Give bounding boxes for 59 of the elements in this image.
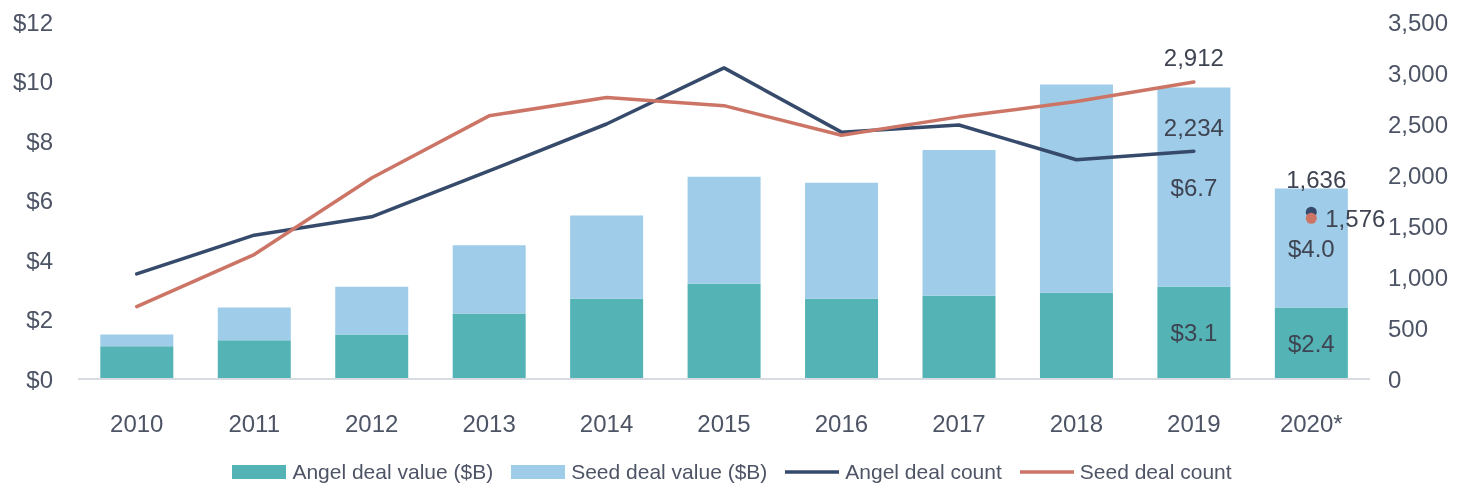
y2-tick-label: 2,000 (1388, 161, 1449, 189)
x-tick-label: 2013 (462, 410, 516, 438)
x-tick-label: 2018 (1049, 410, 1104, 438)
bar (335, 334, 409, 379)
bar (805, 182, 879, 299)
y-tick-label: $4 (26, 246, 53, 274)
bar (217, 307, 291, 341)
bar (1274, 307, 1348, 379)
bar (452, 313, 526, 379)
y2-tick-label: 1,000 (1388, 263, 1449, 291)
bar (1157, 87, 1231, 287)
bar (1157, 286, 1231, 379)
bar (217, 340, 291, 379)
bar (100, 334, 174, 347)
bar (570, 298, 644, 379)
x-tick-label: 2020* (1279, 410, 1343, 438)
x-tick-label: 2019 (1167, 410, 1221, 438)
bar (1039, 84, 1113, 293)
data-label: 2,234 (1163, 113, 1224, 141)
legend-label: Angel deal count (845, 460, 1002, 484)
y2-tick-label: 2,500 (1388, 110, 1449, 138)
y2-tick-label: 0 (1388, 365, 1402, 393)
y-tick-label: $0 (26, 365, 53, 393)
y-tick-label: $10 (12, 68, 53, 96)
x-tick-label: 2011 (228, 410, 280, 438)
data-label: $3.1 (1170, 319, 1218, 347)
y2-tick-label: 3,500 (1388, 8, 1449, 36)
y-tick-label: $8 (26, 127, 53, 155)
data-label: $2.4 (1288, 329, 1335, 357)
bar (687, 176, 761, 284)
bar (1039, 292, 1113, 379)
bar (922, 149, 996, 296)
x-tick-label: 2010 (110, 410, 164, 438)
legend-label: Seed deal count (1079, 460, 1232, 484)
x-tick-label: 2015 (697, 410, 751, 438)
x-tick-label: 2016 (814, 410, 869, 438)
bar (570, 215, 644, 299)
y2-tick-label: 3,000 (1388, 59, 1449, 87)
legend-label: Seed deal value ($B) (571, 460, 768, 484)
bar (335, 286, 409, 335)
data-label: 2,912 (1163, 44, 1224, 72)
bar (100, 346, 174, 379)
x-tick-label: 2014 (579, 410, 634, 438)
data-label: 1,636 (1286, 165, 1347, 193)
y-tick-label: $12 (12, 8, 53, 36)
x-tick-label: 2017 (932, 410, 986, 438)
y2-tick-label: 1,500 (1388, 212, 1449, 240)
y-tick-label: $6 (26, 187, 53, 215)
data-label: $4.0 (1288, 234, 1335, 262)
bar (922, 295, 996, 379)
data-label: 1,576 (1325, 204, 1386, 232)
x-tick-label: 2012 (344, 410, 399, 438)
y-tick-label: $2 (26, 306, 53, 334)
legend-label: Angel deal value ($B) (292, 460, 494, 484)
bar (805, 298, 879, 379)
bar (452, 245, 526, 314)
data-label: $6.7 (1170, 173, 1218, 201)
y2-tick-label: 500 (1388, 314, 1429, 342)
bar (687, 283, 761, 379)
